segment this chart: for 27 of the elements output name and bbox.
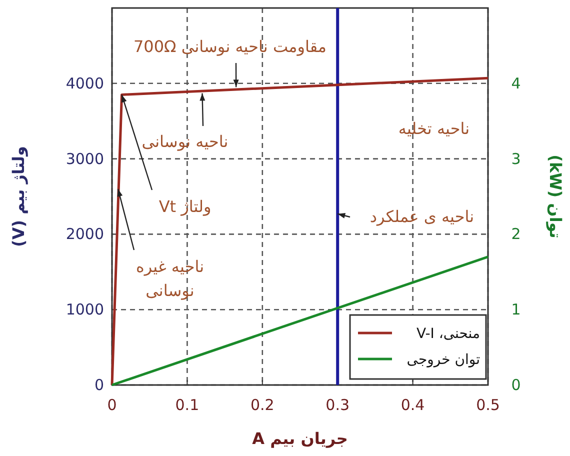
y-tick-label: 2000 bbox=[66, 225, 104, 244]
x-tick-label: 0.4 bbox=[400, 396, 425, 414]
y-tick-label: 3000 bbox=[66, 150, 104, 168]
annotation: ناحیه ی عملکرد bbox=[370, 207, 474, 226]
y-tick-label: 0 bbox=[94, 376, 104, 394]
legend-label: منحنی، V-I bbox=[416, 326, 480, 342]
x-tick-label: 0.3 bbox=[326, 396, 350, 414]
y2-axis-title: توان (kW) bbox=[546, 154, 565, 238]
annotation: ناحیه غیره نوسانی bbox=[136, 257, 204, 300]
x-tick-label: 0.5 bbox=[476, 396, 500, 414]
y2-tick-label: 1 bbox=[511, 300, 521, 319]
annotation: ناحیه تخلیه bbox=[398, 119, 470, 138]
y2-tick-label: 0 bbox=[511, 376, 521, 394]
annotation: مقاومت ناحیه نوسانی 700Ω bbox=[134, 37, 326, 56]
x-tick-label: 0.1 bbox=[175, 396, 200, 414]
x-axis-title: جریان بیم A bbox=[252, 429, 348, 448]
y2-tick-label: 4 bbox=[511, 74, 521, 92]
annotation: ناحیه نوسانی bbox=[142, 132, 228, 151]
x-tick-label: 0.2 bbox=[250, 396, 274, 414]
y-tick-label: 4000 bbox=[66, 74, 104, 92]
y-tick-label: 1000 bbox=[66, 300, 104, 319]
y2-tick-label: 2 bbox=[511, 225, 521, 244]
y2-tick-label: 3 bbox=[511, 150, 521, 168]
y-axis-title: ولتاژ بیم (V) bbox=[9, 146, 28, 247]
annotation: ولتاژ Vt bbox=[158, 197, 212, 216]
x-tick-label: 0 bbox=[107, 396, 117, 414]
legend-label: توان خروجی bbox=[406, 352, 480, 368]
